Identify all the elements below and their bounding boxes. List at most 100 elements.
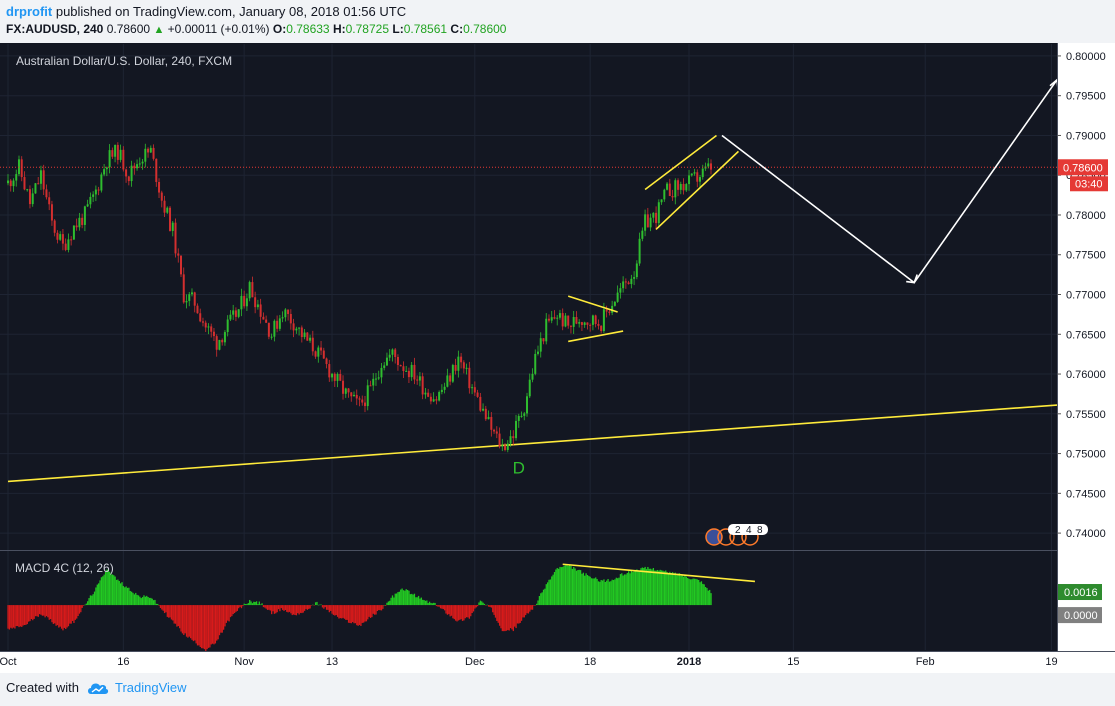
macd-bar xyxy=(658,570,660,606)
macd-bar xyxy=(262,605,265,608)
candle-body xyxy=(92,194,95,197)
candle-body xyxy=(608,311,611,313)
macd-bar xyxy=(689,579,692,606)
macd-bar xyxy=(575,570,578,606)
macd-bar xyxy=(352,605,354,623)
macd-bar xyxy=(710,593,712,606)
macd-bar xyxy=(125,586,127,606)
candle-body xyxy=(471,387,474,389)
events-badge[interactable]: 2 4 8 xyxy=(705,524,768,546)
macd-bar xyxy=(319,604,321,606)
candle-body xyxy=(152,147,155,159)
macd-bar xyxy=(702,583,704,606)
macd-bar xyxy=(585,573,587,606)
candle-body xyxy=(306,332,309,341)
macd-bar xyxy=(603,579,605,606)
candle-body xyxy=(416,379,419,381)
macd-bar xyxy=(522,605,524,618)
macd-bar xyxy=(249,599,251,606)
drawing-annotations[interactable]: D xyxy=(513,78,1059,478)
candle-body xyxy=(396,356,399,366)
macd-bar xyxy=(313,605,315,606)
candle-body xyxy=(429,396,432,402)
macd-bar xyxy=(224,605,226,627)
macd-bar xyxy=(210,605,212,645)
candle-body xyxy=(59,234,62,240)
candle-body xyxy=(53,220,56,233)
macd-bar xyxy=(560,567,563,606)
macd-bar xyxy=(461,605,464,621)
candle-body xyxy=(149,147,152,153)
macd-bar xyxy=(531,605,534,610)
macd-bar xyxy=(124,587,126,606)
candle-body xyxy=(56,232,59,240)
macd-bar xyxy=(99,580,101,606)
macd-bar xyxy=(700,581,703,606)
macd-bar xyxy=(450,605,453,616)
candle-body xyxy=(490,416,493,430)
candle-body xyxy=(526,396,529,414)
macd-bar xyxy=(680,575,682,606)
support-trendline[interactable] xyxy=(7,404,1058,483)
macd-bar xyxy=(161,605,163,610)
macd-bar xyxy=(225,605,228,623)
time-axis-background xyxy=(0,652,1115,673)
macd-bar xyxy=(66,605,68,628)
macd-bar xyxy=(563,565,565,606)
tradingview-link[interactable]: TradingView xyxy=(114,680,187,695)
candle-body xyxy=(100,174,103,191)
macd-bar xyxy=(87,601,89,606)
candle-body xyxy=(320,347,323,351)
projection-arrowhead xyxy=(906,274,918,284)
macd-bar xyxy=(406,589,409,606)
time-tick-label: 2018 xyxy=(677,656,701,668)
candle-body xyxy=(64,243,67,250)
author-name[interactable]: drprofit xyxy=(6,4,53,19)
macd-bar xyxy=(18,605,20,628)
candle-body xyxy=(314,351,317,357)
macd-bar xyxy=(283,605,285,611)
candle-body xyxy=(622,281,625,289)
candle-body xyxy=(270,336,273,338)
candle-body xyxy=(353,394,356,397)
macd-bar xyxy=(299,605,302,613)
macd-bar xyxy=(266,605,269,610)
candle-body xyxy=(407,370,410,378)
macd-bar xyxy=(662,570,664,606)
macd-bar xyxy=(109,571,111,606)
macd-bar xyxy=(512,605,514,632)
time-axis[interactable]: Oct 16 Nov 13 Dec 18 2018 15 Feb 19 xyxy=(0,652,1115,673)
macd-bar xyxy=(435,605,438,607)
candle-body xyxy=(536,351,539,354)
close-value: 0.78600 xyxy=(463,22,507,36)
candle-body xyxy=(385,357,388,366)
candle-body xyxy=(45,189,48,198)
macd-bar xyxy=(65,605,67,630)
flag-upper-line xyxy=(567,295,618,313)
macd-bar xyxy=(695,578,697,606)
macd-bar xyxy=(122,586,125,606)
candle-body xyxy=(342,380,345,394)
macd-bar xyxy=(209,605,211,648)
candle-body xyxy=(668,183,671,197)
macd-bar xyxy=(55,605,57,626)
candle-body xyxy=(531,373,534,380)
macd-bar xyxy=(49,605,52,620)
macd-bar xyxy=(81,605,83,608)
macd-bar xyxy=(670,573,672,606)
candle-body xyxy=(281,317,284,319)
chart-canvas[interactable]: D 0.800000.795000.790000.785000.780000.7… xyxy=(0,43,1115,673)
macd-bar xyxy=(590,578,593,606)
macd-bar xyxy=(555,569,557,606)
candle-body xyxy=(520,415,523,417)
macd-bar xyxy=(401,588,403,606)
macd-bar xyxy=(696,579,698,606)
candle-body xyxy=(580,322,583,325)
candle-body xyxy=(180,255,183,275)
price-axis[interactable]: 0.800000.795000.790000.785000.780000.775… xyxy=(1057,43,1115,651)
macd-bar xyxy=(353,605,355,624)
macd-bar xyxy=(628,571,630,606)
time-tick-label: 15 xyxy=(787,656,799,668)
macd-bar xyxy=(203,605,206,650)
event-count-2: 4 xyxy=(746,525,752,536)
